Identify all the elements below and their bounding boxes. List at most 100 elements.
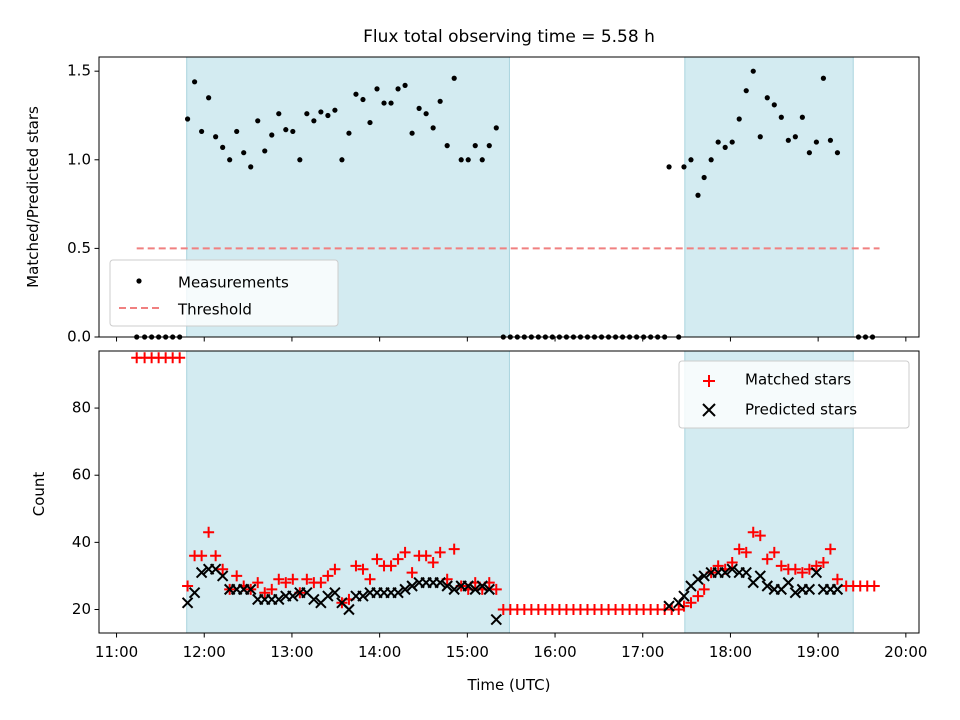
matched-star-marker — [768, 546, 780, 558]
legend-matched-label: Matched stars — [745, 371, 851, 389]
measurement-point — [681, 164, 687, 170]
predicted-star-marker — [698, 570, 710, 582]
x-axis-label: Time (UTC) — [467, 676, 551, 694]
x-tick-label: 18:00 — [709, 643, 752, 661]
top-plot-frame — [98, 56, 920, 338]
measurement-point — [213, 134, 219, 140]
measurement-point — [248, 164, 254, 170]
matched-star-marker — [385, 560, 397, 572]
predicted-star-marker — [789, 587, 802, 599]
matched-star-marker — [315, 577, 327, 589]
predicted-star-marker — [740, 566, 752, 579]
predicted-star-marker — [287, 590, 299, 602]
measurement-point — [764, 95, 770, 101]
legend-threshold-label: Threshold — [177, 301, 252, 319]
matched-star-marker — [399, 546, 411, 558]
matched-star-marker — [406, 567, 418, 579]
measurement-point — [402, 82, 408, 88]
matched-star-marker — [740, 546, 752, 558]
x-tick-label: 11:00 — [95, 643, 138, 661]
x-tick-label: 13:00 — [270, 643, 313, 661]
predicted-star-marker — [462, 580, 474, 592]
matched-star-marker — [231, 570, 243, 582]
measurement-points — [134, 68, 876, 340]
bottom-legend: Matched stars Predicted stars — [678, 360, 910, 429]
measurement-point — [290, 128, 296, 135]
measurement-point — [283, 127, 289, 133]
legend-predicted-marker — [702, 403, 716, 417]
matched-star-marker — [259, 587, 271, 599]
matched-star-marker — [364, 573, 376, 585]
predicted-star-marker — [719, 566, 731, 579]
predicted-star-marker — [754, 570, 766, 582]
matched-star-marker — [817, 557, 829, 568]
predicted-star-marker — [399, 583, 411, 596]
predicted-star-marker — [434, 576, 446, 589]
predicted-star-marker — [476, 580, 488, 592]
predicted-star-marker — [441, 580, 453, 592]
measurement-point — [472, 143, 478, 149]
matched-star-marker — [203, 526, 215, 538]
measurement-point — [834, 150, 841, 156]
matched-star-marker — [712, 560, 724, 572]
matched-star-marker — [831, 573, 843, 585]
predicted-star-marker — [761, 580, 773, 592]
measurement-point — [395, 86, 401, 92]
matched-star-marker — [266, 583, 278, 595]
predicted-star-marker — [357, 590, 369, 602]
predicted-star-marker — [692, 573, 704, 585]
measurement-point — [813, 139, 819, 145]
measurement-point — [486, 143, 492, 149]
measurement-point — [750, 68, 756, 74]
measurement-point — [220, 144, 226, 150]
x-tick-label: 12:00 — [183, 643, 226, 661]
top-legend: Measurements Threshold — [109, 259, 339, 327]
measurement-point — [785, 137, 791, 143]
predicted-star-marker — [469, 583, 481, 596]
measurement-point — [771, 102, 777, 108]
predicted-star-marker — [392, 587, 404, 599]
predicted-star-marker — [663, 600, 675, 612]
measurement-point — [493, 125, 499, 131]
y-tick-label: 1.5 — [67, 62, 91, 80]
measurement-point — [339, 157, 345, 163]
predicted-star-marker — [803, 583, 816, 596]
measurement-point — [820, 75, 827, 81]
measurement-point — [346, 130, 352, 136]
measurement-point — [199, 128, 205, 135]
measurement-point — [451, 75, 457, 81]
matched-star-marker — [420, 550, 432, 562]
matched-star-marker — [685, 597, 697, 609]
matched-star-marker — [747, 526, 759, 538]
predicted-star-marker — [322, 590, 334, 602]
matched-star-marker — [350, 560, 362, 572]
measurement-point — [360, 96, 366, 103]
predicted-star-marker — [308, 593, 320, 606]
measurement-point — [318, 109, 324, 115]
measurement-point — [206, 95, 212, 101]
x-tick-label: 16:00 — [533, 643, 576, 661]
observing-interval — [684, 57, 854, 337]
predicted-star-marker — [181, 597, 194, 609]
matched-star-marker — [490, 583, 502, 595]
measurement-point — [367, 119, 373, 126]
x-tick-label: 17:00 — [621, 643, 664, 661]
top-shaded-regions — [186, 57, 854, 337]
measurement-point — [666, 164, 672, 170]
measurement-point — [227, 157, 233, 163]
predicted-star-marker — [678, 590, 690, 602]
measurement-point — [374, 86, 380, 92]
y-tick-label: 0.0 — [67, 328, 91, 346]
matched-star-marker — [322, 570, 334, 582]
measurement-point — [430, 125, 436, 131]
top-legend-box — [109, 259, 339, 327]
predicted-star-marker — [810, 566, 823, 579]
measurement-point — [381, 100, 387, 106]
measurement-point — [388, 100, 394, 106]
predicted-star-marker — [672, 597, 685, 609]
measurement-point — [715, 139, 721, 145]
measurement-point — [736, 116, 742, 122]
predicted-star-marker — [343, 603, 355, 616]
bottom-legend-box — [678, 360, 910, 429]
